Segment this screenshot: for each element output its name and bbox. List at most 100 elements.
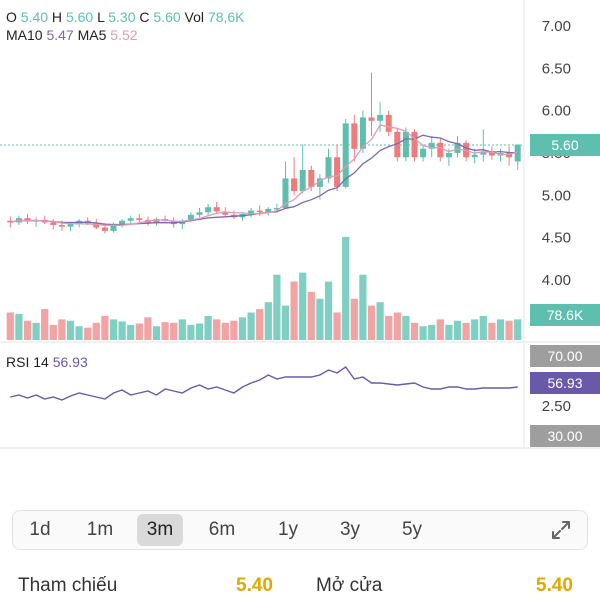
candle-body (471, 154, 478, 158)
volume-bar (359, 274, 367, 340)
volume-bar (410, 322, 419, 340)
candle-body (50, 222, 57, 225)
period-6m[interactable]: 6m (208, 519, 236, 540)
volume-bar (238, 317, 247, 340)
rsi-high-badge: 70.00 (530, 345, 600, 367)
high-value: 5.60 (65, 9, 94, 25)
volume-bar (92, 322, 100, 340)
candle-body (222, 211, 229, 215)
ma5-label: MA5 (77, 27, 107, 43)
candle-body (325, 157, 332, 179)
candle-body (445, 153, 452, 158)
candle-body (480, 151, 487, 155)
volume-bar (152, 326, 161, 340)
volume-bar (23, 320, 32, 340)
price-tick-label: 4.50 (542, 230, 571, 247)
volume-bar (247, 312, 255, 340)
open-value: 5.40 (20, 9, 49, 25)
candle-body (402, 131, 409, 158)
volume-bar (514, 319, 522, 340)
volume-bar (109, 319, 118, 340)
candle-body (248, 210, 255, 214)
rsi-line (10, 366, 518, 401)
period-1m[interactable]: 1m (86, 519, 114, 540)
period-3m[interactable]: 3m (137, 514, 183, 546)
price-tick-label: 6.50 (542, 60, 571, 77)
candle-body (351, 123, 358, 149)
candle-body (24, 218, 31, 222)
volume-bar (230, 320, 238, 340)
volume-bar (118, 321, 126, 340)
ma10-value: 5.47 (46, 27, 74, 43)
open-price-row: Mở cửa (316, 575, 382, 597)
volume-bar (393, 312, 401, 340)
price-badge: 5.60 (530, 134, 600, 156)
volume-bar (290, 281, 298, 340)
volume-bar (436, 319, 444, 340)
volume-bar (419, 326, 427, 340)
candle-body (377, 114, 384, 121)
open-price-value: 5.40 (536, 575, 573, 596)
volume-bar (453, 320, 462, 340)
ohlc-legend: O 5.40 H 5.60 L 5.30 C 5.60 Vol 78,6K MA… (6, 8, 245, 44)
volume-bar (144, 317, 152, 340)
volume-bar (213, 319, 221, 340)
price-tick-label: 4.00 (542, 272, 571, 289)
stock-chart[interactable]: 7.006.506.005.505.004.504.00 2.50 Tháng … (0, 0, 600, 460)
volume-bar (350, 298, 358, 340)
period-selector: 1d 1m 3m 6m 1y 3y 5y (12, 510, 588, 550)
candle-body (93, 223, 100, 228)
candle-body (213, 207, 220, 212)
candle-body (256, 210, 263, 213)
candle-body (101, 227, 108, 231)
volume-bar (281, 305, 290, 340)
volume-bars (6, 236, 522, 340)
candle-body (316, 178, 323, 187)
volume-bar (135, 323, 143, 340)
period-1y[interactable]: 1y (277, 519, 299, 540)
candle-body (58, 224, 65, 227)
open-label: O (6, 9, 17, 25)
volume-bar (84, 327, 92, 340)
reference-price-value-wrap: 5.40 (236, 575, 273, 597)
candle-body (359, 117, 366, 149)
volume-bar (32, 322, 40, 340)
candle-body (428, 142, 435, 149)
candle-body (488, 151, 495, 156)
volume-bar (256, 309, 264, 340)
volume-bar (367, 305, 376, 340)
volume-bar (428, 324, 436, 340)
volume-bar (195, 323, 204, 340)
period-5y[interactable]: 5y (401, 519, 423, 540)
volume-bar (66, 320, 75, 340)
rsi-low-badge: 30.00 (530, 425, 600, 447)
candle-body (420, 148, 427, 158)
volume-bar (402, 315, 410, 340)
volume-bar (376, 302, 384, 340)
candle-body (187, 214, 194, 221)
open-price-value-wrap: 5.40 (536, 575, 573, 597)
price-tick-label: 5.00 (542, 187, 571, 204)
rsi-axis-label: 2.50 (542, 398, 571, 415)
volume-bar (221, 322, 229, 340)
volume-bar (488, 322, 496, 340)
candle-body (7, 220, 14, 223)
volume-bar (127, 324, 135, 340)
period-3y[interactable]: 3y (339, 519, 361, 540)
chart-grid (0, 0, 600, 449)
ma10-label: MA10 (6, 27, 43, 43)
rsi-value: 56.93 (52, 354, 88, 370)
expand-icon[interactable] (549, 518, 573, 542)
volume-label: Vol (184, 9, 205, 25)
low-label: L (97, 9, 105, 25)
volume-bar (161, 322, 169, 340)
volume-bar (324, 281, 333, 340)
candle-body (506, 153, 513, 158)
volume-bar (58, 319, 66, 340)
candle-body (291, 178, 298, 192)
volume-bar (101, 315, 109, 340)
low-value: 5.30 (108, 9, 136, 25)
volume-bar (471, 319, 479, 340)
candle-body (385, 114, 392, 132)
period-1d[interactable]: 1d (29, 519, 51, 540)
